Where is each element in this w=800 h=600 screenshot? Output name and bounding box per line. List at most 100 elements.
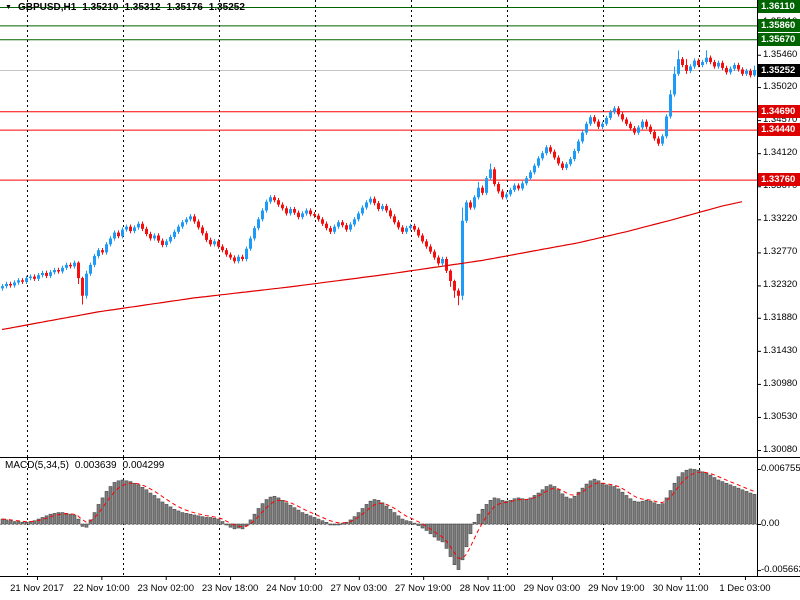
candle-body xyxy=(117,232,120,237)
macd-bar xyxy=(200,516,205,525)
candle-body xyxy=(681,59,684,66)
macd-bar xyxy=(596,480,601,525)
candle-body xyxy=(113,232,116,239)
candle-body xyxy=(145,228,148,235)
candle-body xyxy=(333,226,336,232)
macd-histogram xyxy=(0,468,757,570)
macd-bar xyxy=(64,513,69,525)
candle-body xyxy=(501,191,504,198)
resistance-price-badge: 1.35860 xyxy=(758,18,800,32)
macd-bar xyxy=(516,497,521,525)
candle-body xyxy=(209,239,212,245)
macd-bar xyxy=(352,516,357,525)
macd-bar xyxy=(76,518,81,525)
macd-bar xyxy=(192,514,197,525)
candle-body xyxy=(665,116,668,137)
macd-bar xyxy=(608,485,613,525)
candle-body xyxy=(105,244,108,253)
candle-body xyxy=(513,185,516,190)
macd-bar xyxy=(720,481,725,525)
macd-bar xyxy=(524,499,529,525)
candle-body xyxy=(261,210,264,220)
chart-marker-icon: ▼ xyxy=(5,4,12,11)
macd-bar xyxy=(724,482,729,525)
macd-bar xyxy=(48,513,53,525)
candle-body xyxy=(629,123,632,129)
candle-body xyxy=(41,272,44,276)
macd-bar xyxy=(472,522,477,525)
candle-body xyxy=(301,213,304,218)
symbol-period-label: GBPUSD,H1 xyxy=(17,2,77,13)
macd-bar xyxy=(404,520,409,525)
candle-body xyxy=(381,206,384,210)
candle-body xyxy=(5,283,8,287)
candle-body xyxy=(413,225,416,230)
candle-body xyxy=(565,164,568,168)
candle-body xyxy=(725,67,728,73)
candle-body xyxy=(317,215,320,220)
macd-bar xyxy=(468,523,473,535)
macd-bar xyxy=(628,498,633,525)
candle-body xyxy=(337,222,340,227)
candle-body xyxy=(581,132,584,142)
macd-bar xyxy=(572,495,577,525)
candle-body xyxy=(437,257,440,264)
candle-body xyxy=(525,178,528,184)
candle-body xyxy=(533,165,536,173)
macd-bar xyxy=(16,521,21,525)
candle-body xyxy=(65,264,68,268)
macd-bar xyxy=(564,496,569,525)
macd-bar xyxy=(100,497,105,525)
macd-bar xyxy=(44,515,49,525)
ohlc-open: 1.35210 xyxy=(82,2,119,13)
price-tick-label: 1.32770 xyxy=(763,246,798,258)
macd-bar xyxy=(160,501,165,525)
moving-average-line[interactable] xyxy=(1,201,743,331)
candle-body xyxy=(249,238,252,249)
macd-bar xyxy=(744,491,749,525)
candle-body xyxy=(201,227,204,234)
candle-body xyxy=(481,187,484,193)
candle-body xyxy=(385,206,388,211)
candle-body xyxy=(9,283,12,286)
macd-bar xyxy=(336,523,341,526)
macd-bar xyxy=(456,523,461,570)
macd-bar xyxy=(132,482,137,525)
macd-bar xyxy=(736,487,741,525)
candle-body xyxy=(165,241,168,246)
candle-body xyxy=(173,231,176,237)
macd-bar xyxy=(448,523,453,557)
price-tick-label: 1.30530 xyxy=(763,410,798,422)
candle-body xyxy=(221,246,224,251)
macd-bar xyxy=(676,476,681,525)
macd-bar xyxy=(708,474,713,525)
candle-body xyxy=(225,250,228,255)
macd-bar xyxy=(400,518,405,525)
support-price-badge: 1.34440 xyxy=(758,123,800,137)
candle-body xyxy=(457,290,460,296)
candle-body xyxy=(465,202,468,221)
candle-body xyxy=(273,197,276,201)
candle-body xyxy=(689,66,692,71)
candle-body xyxy=(161,240,164,246)
candle-body xyxy=(289,209,292,214)
macd-bar xyxy=(88,519,93,525)
candle-body xyxy=(181,222,184,227)
candle-body xyxy=(517,185,520,189)
candle-body xyxy=(693,60,696,67)
candle-body xyxy=(269,197,272,202)
macd-bar xyxy=(424,523,429,531)
time-axis-label: 21 Nov 2017 xyxy=(10,583,64,594)
price-tick-label: 1.35460 xyxy=(763,48,798,60)
candle-body xyxy=(257,219,260,229)
candle-body xyxy=(57,270,60,272)
candle-body xyxy=(369,198,372,203)
candle-body xyxy=(609,112,612,118)
candle-body xyxy=(277,200,280,205)
candle-body xyxy=(361,207,364,214)
candle-body xyxy=(461,220,464,296)
macd-bar xyxy=(232,523,237,530)
candle-body xyxy=(505,194,508,198)
candle-body xyxy=(749,70,752,76)
